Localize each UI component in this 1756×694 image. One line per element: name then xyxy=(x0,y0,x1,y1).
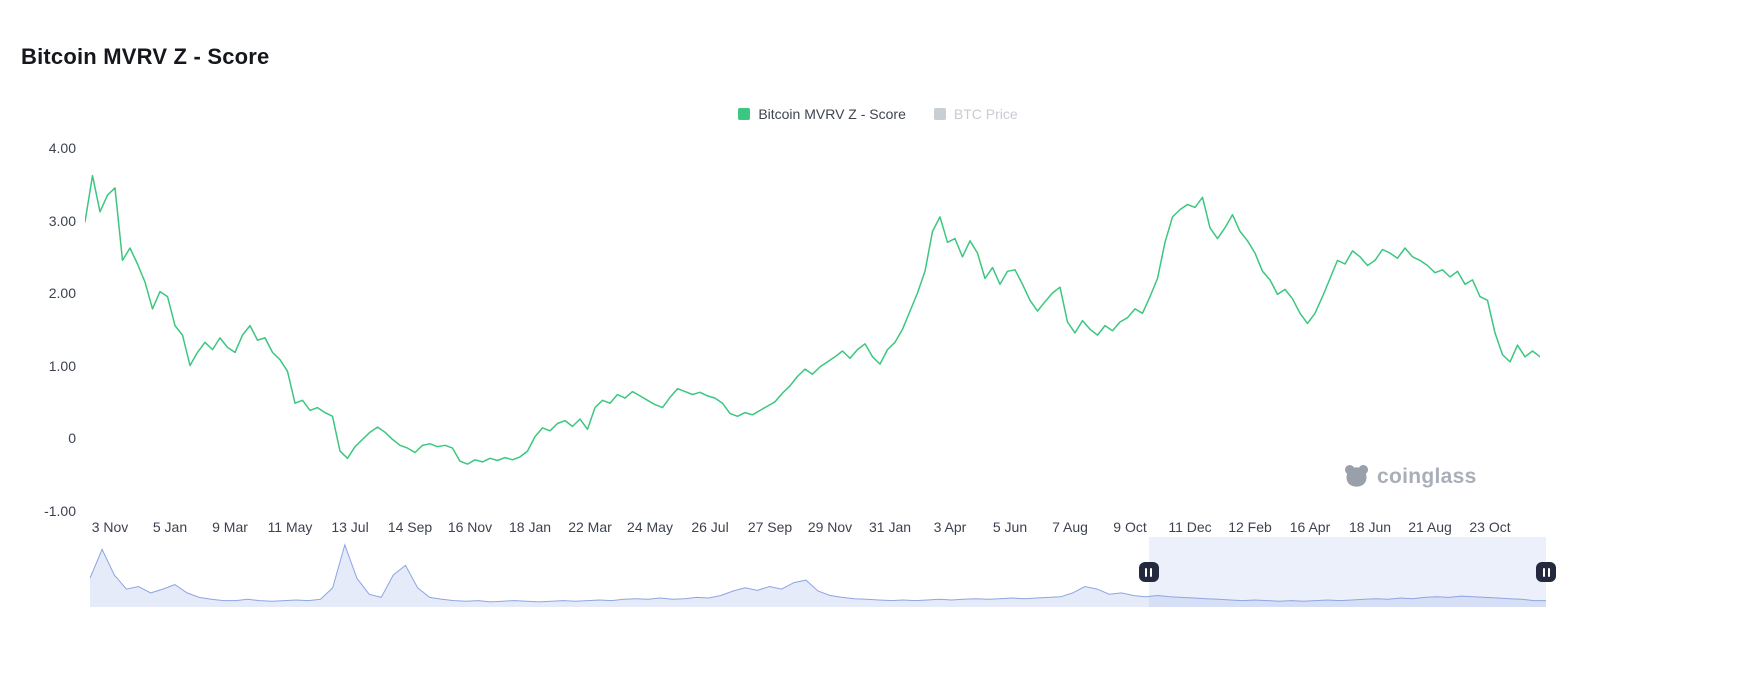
navigator-minimap-chart xyxy=(90,543,1546,607)
legend-label-mvrv: Bitcoin MVRV Z - Score xyxy=(758,106,906,122)
navigator-handle-left[interactable] xyxy=(1138,562,1159,582)
x-tick-label: 9 Mar xyxy=(212,519,248,535)
main-chart-plot[interactable] xyxy=(85,140,1540,520)
y-tick-label: 0 xyxy=(68,430,76,446)
y-tick-label: 1.00 xyxy=(48,357,76,374)
x-tick-label: 11 May xyxy=(267,519,313,535)
x-tick-label: 24 May xyxy=(627,519,673,535)
x-tick-label: 3 Nov xyxy=(91,519,129,535)
x-tick-label: 21 Aug xyxy=(1408,519,1452,535)
legend-item-btc-price[interactable]: BTC Price xyxy=(933,106,1018,122)
coinglass-brand-text: coinglass xyxy=(1377,464,1477,488)
x-tick-label: 11 Dec xyxy=(1168,519,1212,535)
mvrv-series-line xyxy=(85,174,1540,465)
x-tick-label: 16 Apr xyxy=(1289,519,1331,535)
mvrv-line-chart xyxy=(85,174,1540,465)
chart-legend: Bitcoin MVRV Z - Score BTC Price xyxy=(0,106,1756,122)
y-tick-label: -1.00 xyxy=(44,502,76,519)
range-navigator[interactable] xyxy=(90,537,1556,607)
x-tick-label: 16 Nov xyxy=(447,519,493,535)
x-tick-label: 23 Oct xyxy=(1469,519,1511,535)
x-tick-label: 5 Jun xyxy=(992,519,1028,535)
x-tick-label: 22 Mar xyxy=(568,519,612,535)
x-tick-label: 13 Jul xyxy=(331,519,369,535)
pause-grip-icon xyxy=(1145,567,1152,577)
x-tick-label: 14 Sep xyxy=(387,519,433,535)
y-tick-label: 3.00 xyxy=(48,212,76,229)
x-tick-label: 31 Jan xyxy=(868,519,912,535)
legend-swatch-mvrv-icon xyxy=(738,108,751,120)
x-tick-label: 12 Feb xyxy=(1228,519,1272,535)
coinglass-bear-icon xyxy=(1344,464,1369,487)
x-tick-label: 29 Nov xyxy=(807,519,853,535)
y-axis: 4.00 3.00 2.00 1.00 0 -1.00 xyxy=(0,0,80,560)
x-axis: 3 Nov 5 Jan 9 Mar 11 May 13 Jul 14 Sep 16 Nov 1… xyxy=(91,519,1511,535)
x-tick-label: 3 Apr xyxy=(933,519,967,535)
x-tick-label: 18 Jan xyxy=(508,519,552,535)
x-tick-label: 18 Jun xyxy=(1348,519,1392,535)
page-title: Bitcoin MVRV Z - Score xyxy=(21,44,270,69)
y-tick-label: 2.00 xyxy=(48,285,76,301)
x-tick-label: 27 Sep xyxy=(747,519,793,535)
legend-swatch-btc-price-icon xyxy=(933,108,946,120)
legend-item-mvrv[interactable]: Bitcoin MVRV Z - Score xyxy=(738,106,906,122)
navigator-selection[interactable] xyxy=(1148,537,1546,607)
pause-grip-icon xyxy=(1542,567,1550,577)
x-tick-label: 5 Jan xyxy=(152,519,188,535)
x-tick-label: 26 Jul xyxy=(691,519,729,535)
y-tick-label: 4.00 xyxy=(48,140,76,156)
x-tick-label: 9 Oct xyxy=(1113,519,1147,535)
x-tick-label: 7 Aug xyxy=(1052,519,1088,535)
navigator-series-line xyxy=(90,543,1546,603)
coinglass-watermark: coinglass xyxy=(1343,463,1477,490)
navigator-handle-right[interactable] xyxy=(1536,562,1556,582)
navigator-area-fill xyxy=(90,544,1546,607)
legend-label-btc-price: BTC Price xyxy=(953,106,1018,122)
